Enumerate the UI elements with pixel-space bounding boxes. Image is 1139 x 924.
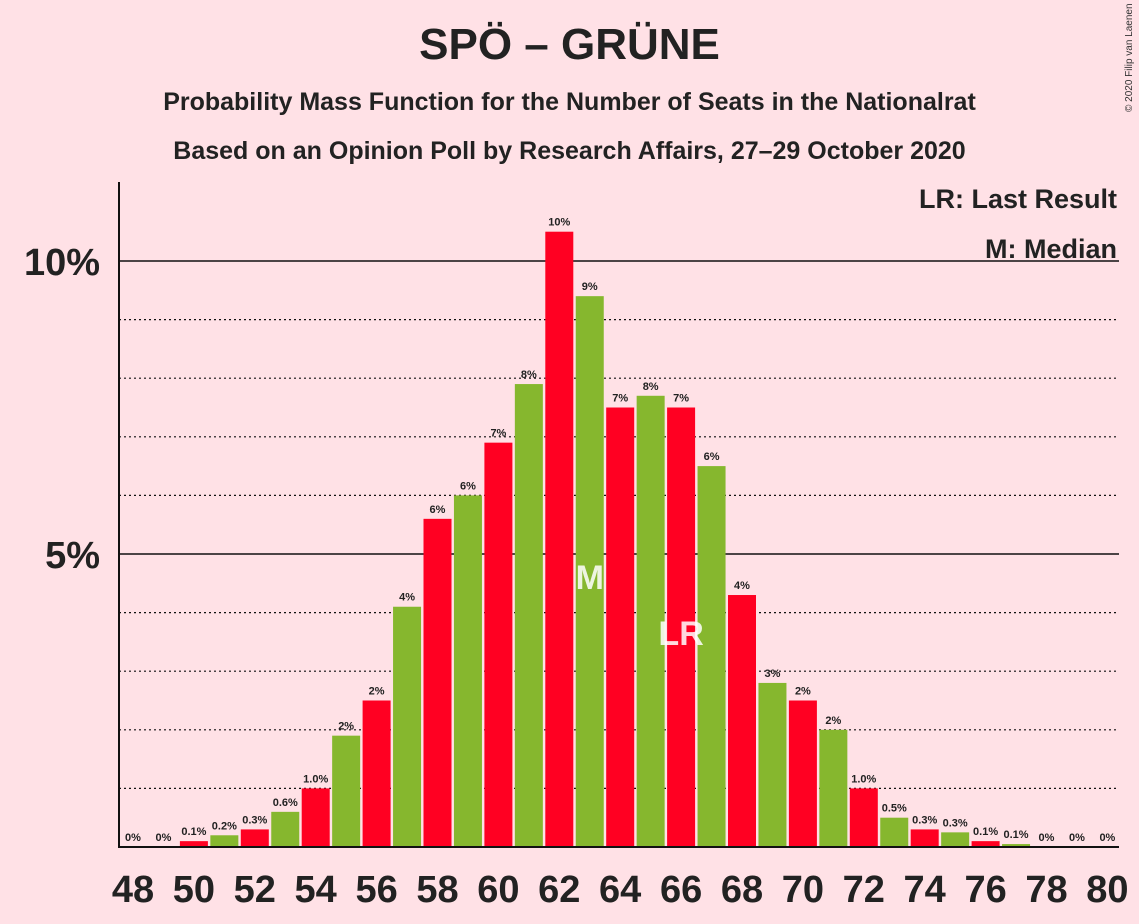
x-tick-label: 66 <box>660 869 702 911</box>
data-label: 2% <box>825 715 841 727</box>
bar <box>910 829 939 847</box>
data-label: 8% <box>521 369 537 381</box>
bar <box>240 829 269 847</box>
bar <box>728 595 756 847</box>
median-marker: M <box>576 559 604 597</box>
bar <box>210 835 239 847</box>
data-label: 2% <box>795 686 811 698</box>
data-label: 0.3% <box>242 814 267 826</box>
data-label: 10% <box>548 217 570 229</box>
data-label: 2% <box>369 686 385 698</box>
bar <box>484 442 513 847</box>
data-label: 0.6% <box>273 797 298 809</box>
legend-last-result: LR: Last Result <box>919 184 1117 214</box>
chart-subtitle: Probability Mass Function for the Number… <box>163 88 976 116</box>
data-label: 0.1% <box>1004 829 1029 841</box>
data-label: 1.0% <box>303 773 328 785</box>
bar <box>362 700 391 847</box>
x-tick-label: 68 <box>721 869 763 911</box>
x-tick-label: 54 <box>295 869 337 911</box>
x-tick-label: 80 <box>1086 869 1128 911</box>
x-tick-label: 62 <box>538 869 580 911</box>
data-label: 2% <box>338 721 354 733</box>
bar <box>453 495 482 847</box>
bar <box>514 384 543 847</box>
y-tick-label: 5% <box>45 535 100 577</box>
data-label: 4% <box>734 580 750 592</box>
bar <box>849 788 878 847</box>
bar <box>880 817 909 847</box>
bar <box>332 735 361 847</box>
data-label: 0% <box>1039 832 1055 844</box>
data-label: 0% <box>155 832 171 844</box>
legend-median: M: Median <box>985 234 1117 264</box>
bar <box>179 841 208 847</box>
bar <box>271 811 300 847</box>
x-tick-label: 64 <box>599 869 641 911</box>
chart-subtitle-source: Based on an Opinion Poll by Research Aff… <box>173 137 966 165</box>
bar <box>941 832 970 847</box>
bar <box>423 518 452 847</box>
data-label: 0% <box>1069 832 1085 844</box>
bar <box>606 407 635 847</box>
data-label: 0.1% <box>973 826 998 838</box>
bar <box>819 729 848 847</box>
data-label: 6% <box>460 480 476 492</box>
x-tick-label: 58 <box>416 869 458 911</box>
data-label: 0.2% <box>212 820 237 832</box>
y-tick-label: 10% <box>24 242 100 284</box>
x-tick-label: 48 <box>112 869 154 911</box>
bar <box>575 296 604 847</box>
data-label: 0.1% <box>181 826 206 838</box>
x-tick-label: 72 <box>843 869 885 911</box>
x-tick-label: 76 <box>964 869 1006 911</box>
data-label: 0.3% <box>912 814 937 826</box>
data-label: 7% <box>673 393 689 405</box>
x-tick-label: 78 <box>1025 869 1067 911</box>
data-label: 7% <box>612 393 628 405</box>
data-label: 0% <box>125 832 141 844</box>
data-label: 7% <box>490 428 506 440</box>
data-label: 0% <box>1099 832 1115 844</box>
data-label: 0.3% <box>943 817 968 829</box>
bar <box>545 231 574 847</box>
last-result-marker: LR <box>658 615 703 653</box>
x-tick-label: 50 <box>173 869 215 911</box>
bar <box>788 700 817 847</box>
bar <box>697 466 726 847</box>
data-label: 0.5% <box>882 803 907 815</box>
bar <box>971 841 1000 847</box>
x-tick-label: 74 <box>904 869 946 911</box>
bar <box>636 395 665 847</box>
bar <box>667 407 696 847</box>
bar <box>758 682 787 847</box>
data-label: 3% <box>764 668 780 680</box>
bar <box>301 788 330 847</box>
data-label: 9% <box>582 281 598 293</box>
chart-title: SPÖ – GRÜNE <box>419 20 720 69</box>
data-label: 4% <box>399 592 415 604</box>
x-tick-label: 56 <box>355 869 397 911</box>
data-label: 6% <box>430 504 446 516</box>
x-tick-label: 52 <box>234 869 276 911</box>
x-tick-label: 60 <box>477 869 519 911</box>
bar <box>393 606 422 847</box>
data-label: 6% <box>704 451 720 463</box>
bar <box>1002 844 1031 847</box>
data-label: 1.0% <box>851 773 876 785</box>
data-label: 8% <box>643 381 659 393</box>
x-tick-label: 70 <box>782 869 824 911</box>
